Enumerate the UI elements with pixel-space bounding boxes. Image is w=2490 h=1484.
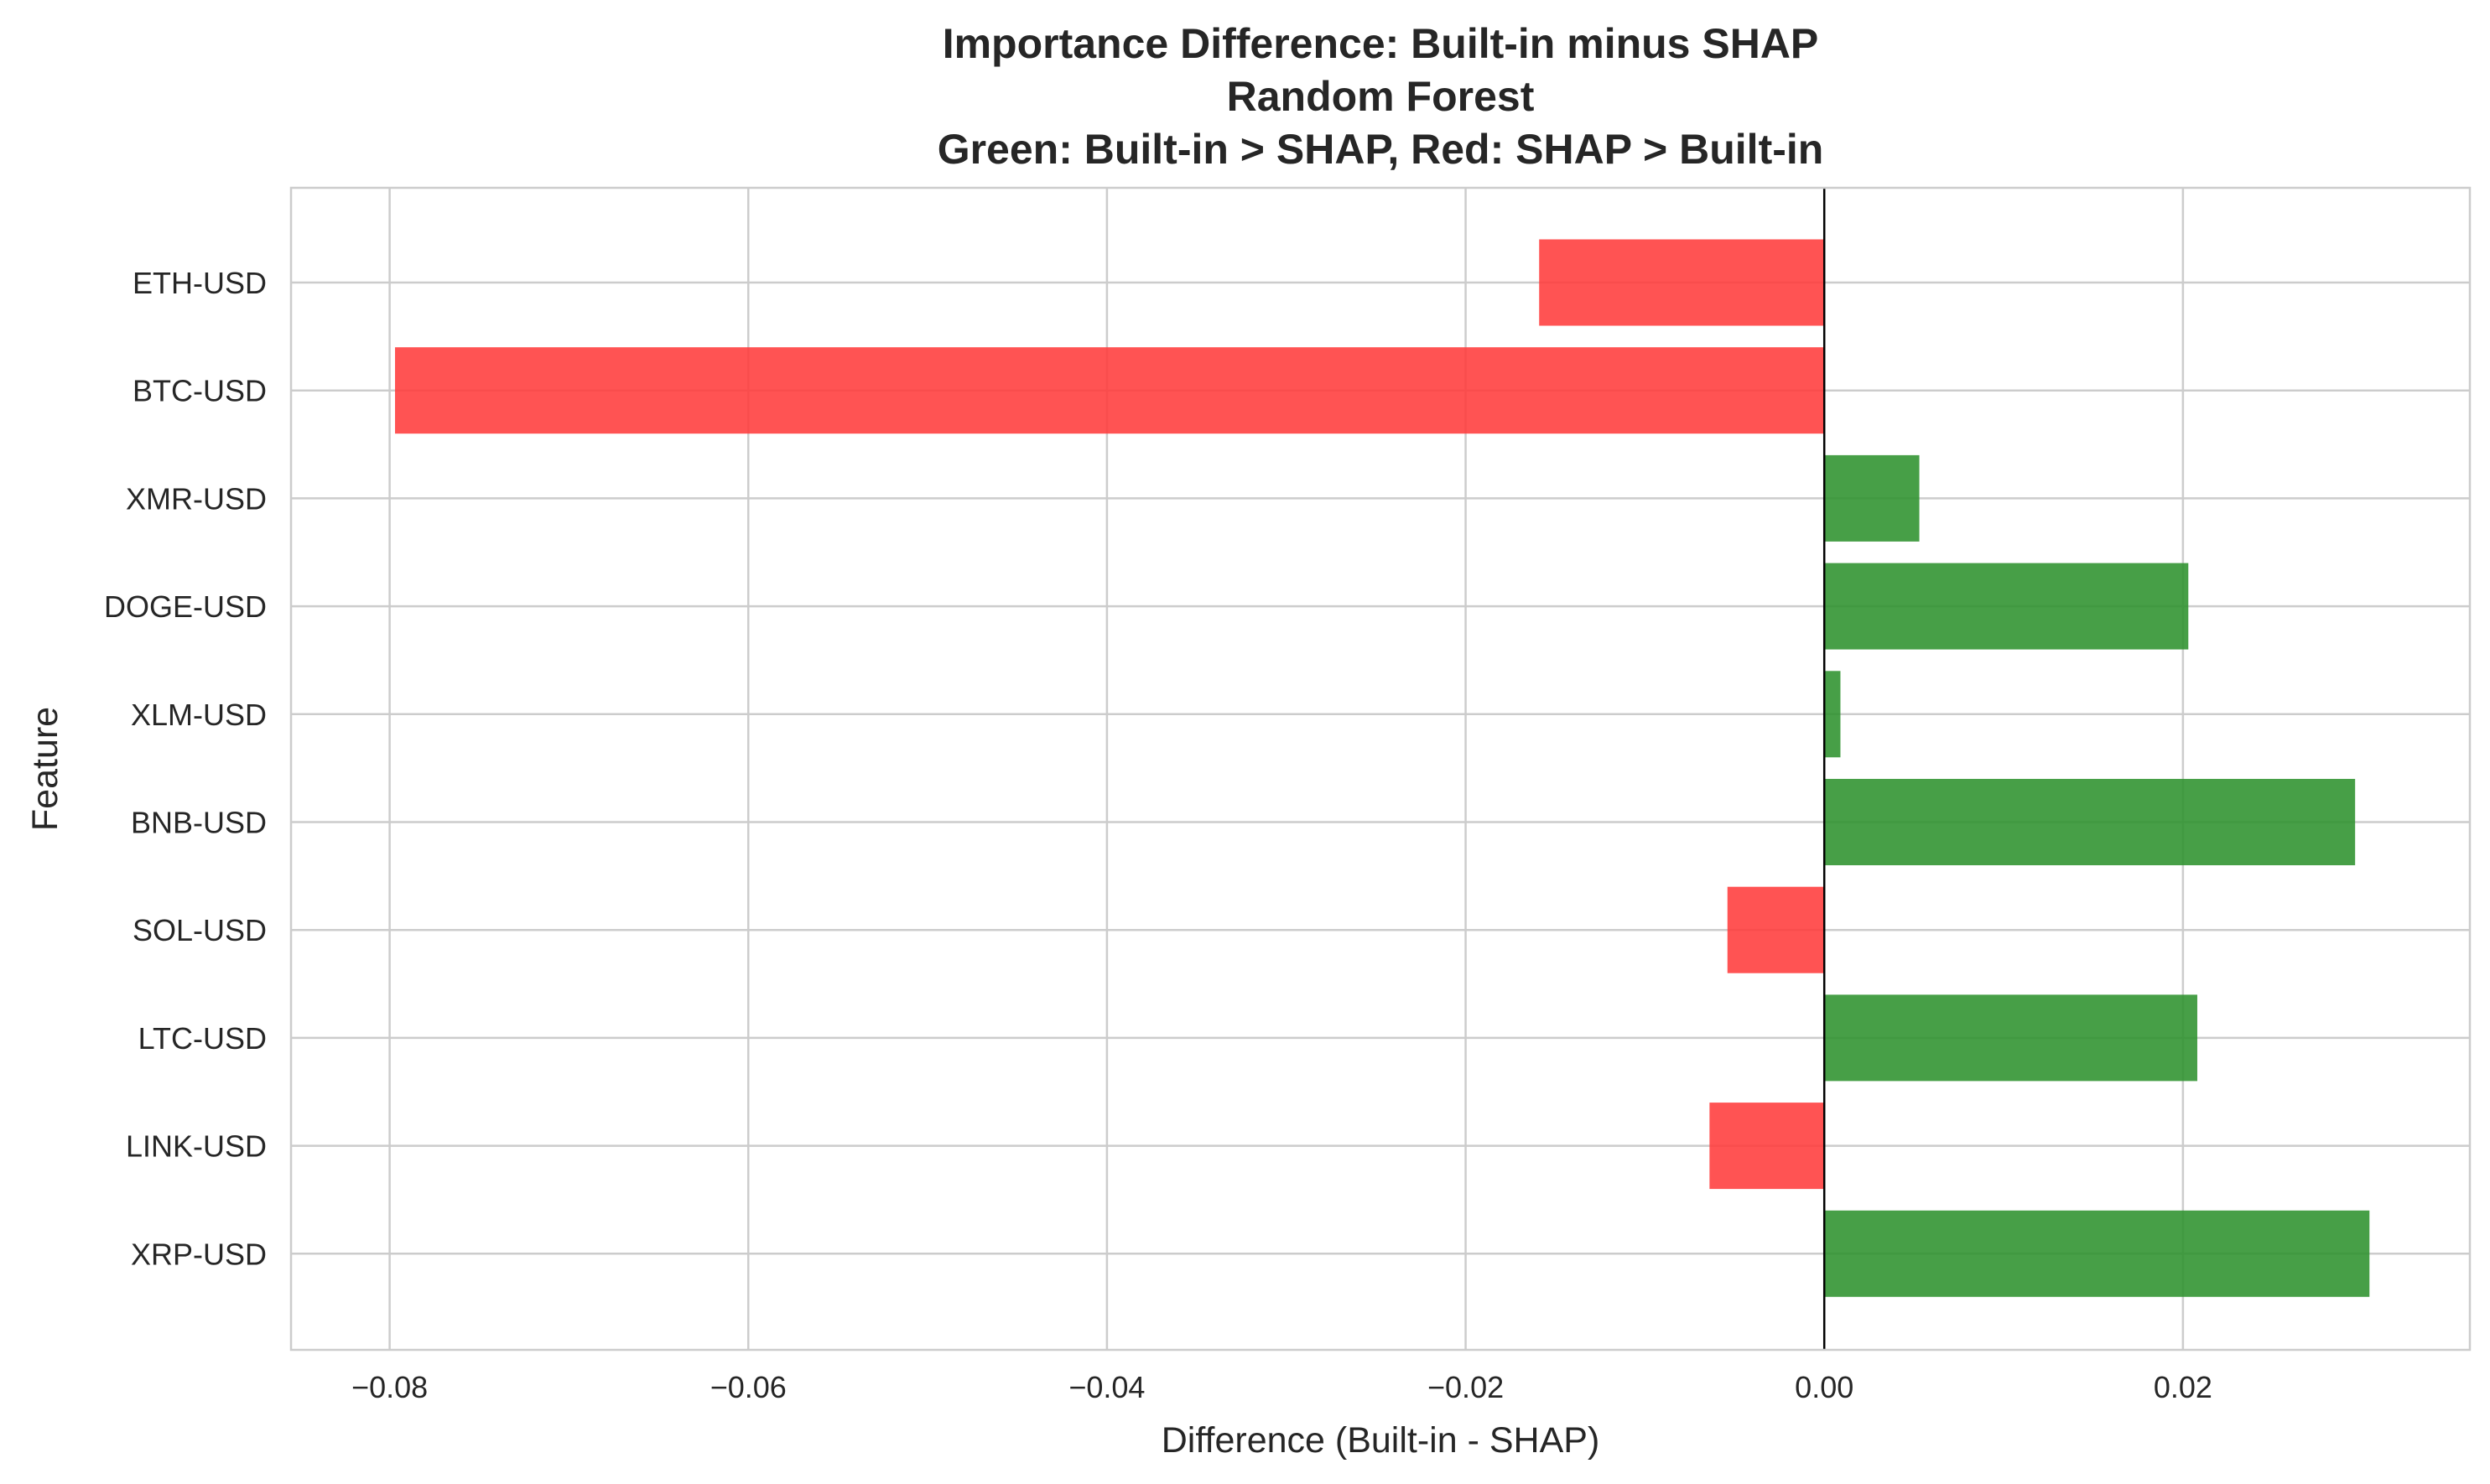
x-tick-label: −0.04 xyxy=(1068,1370,1145,1404)
x-tick-label: −0.08 xyxy=(351,1370,428,1404)
x-tick-label: 0.02 xyxy=(2154,1370,2212,1404)
bar-ltc-usd xyxy=(1824,994,2197,1082)
y-tick-label: LTC-USD xyxy=(138,1021,267,1056)
bars xyxy=(395,239,2370,1297)
bar-bnb-usd xyxy=(1824,779,2356,865)
bar-xlm-usd xyxy=(1824,671,1841,758)
y-tick-label: BNB-USD xyxy=(131,806,267,840)
chart-title-line: Importance Difference: Built-in minus SH… xyxy=(943,20,1819,67)
bar-btc-usd xyxy=(395,347,1825,434)
bar-doge-usd xyxy=(1824,563,2189,650)
plot-frame xyxy=(289,186,2472,1352)
y-tick-labels: ETH-USD BTC-USD XMR-USD DOGE-USD XLM-USD BNB-… xyxy=(104,266,267,1271)
x-tick-labels: −0.08 −0.06 −0.04 −0.02 0.00 0.02 xyxy=(351,1370,2212,1404)
x-tick-label: 0.00 xyxy=(1795,1370,1853,1404)
x-axis-label: Difference (Built-in - SHAP) xyxy=(1162,1420,1600,1461)
y-tick-label: XMR-USD xyxy=(126,481,267,516)
bar-eth-usd xyxy=(1539,239,1825,326)
chart-title: Importance Difference: Built-in minus SH… xyxy=(938,20,1824,173)
y-tick-label: ETH-USD xyxy=(133,266,267,300)
y-tick-label: XRP-USD xyxy=(131,1237,267,1271)
bar-xrp-usd xyxy=(1824,1210,2370,1297)
y-tick-label: XLM-USD xyxy=(131,698,267,732)
y-tick-label: DOGE-USD xyxy=(104,589,267,624)
bar-link-usd xyxy=(1709,1103,1825,1190)
bar-sol-usd xyxy=(1727,886,1825,973)
y-tick-label: LINK-USD xyxy=(126,1129,267,1164)
y-tick-label: SOL-USD xyxy=(133,913,267,947)
y-axis-label: Feature xyxy=(25,707,65,831)
x-tick-label: −0.06 xyxy=(710,1370,787,1404)
chart-title-line: Green: Built-in > SHAP, Red: SHAP > Buil… xyxy=(938,126,1824,173)
x-tick-label: −0.02 xyxy=(1427,1370,1504,1404)
y-tick-label: BTC-USD xyxy=(133,374,267,408)
chart-title-line: Random Forest xyxy=(1227,73,1535,120)
bar-xmr-usd xyxy=(1824,454,1920,542)
